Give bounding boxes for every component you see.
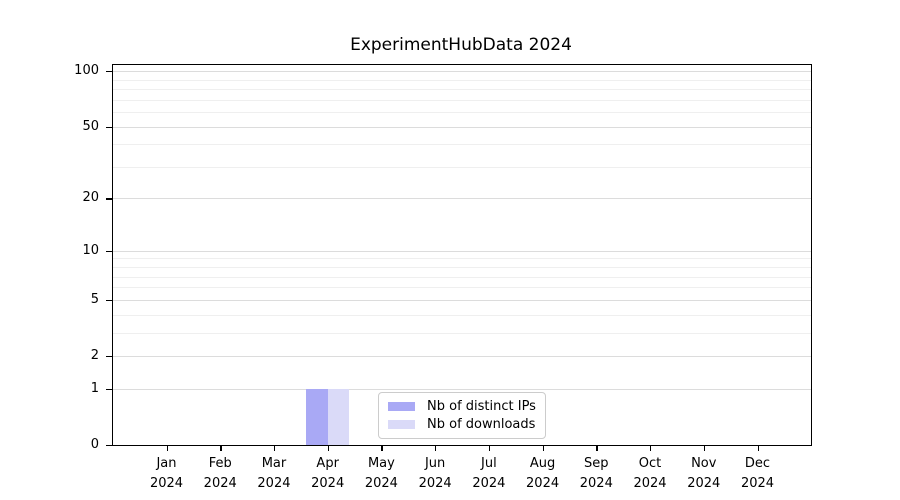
x-axis-tick	[757, 445, 759, 451]
year-label: 2024	[526, 475, 560, 491]
y-axis-tick	[106, 198, 112, 200]
y-axis-tick	[106, 250, 112, 253]
x-axis-tick	[703, 445, 706, 451]
year-label: 2024	[633, 475, 667, 491]
x-axis-tick	[273, 445, 276, 451]
chart-title: ExperimentHubData 2024	[350, 35, 572, 55]
x-axis-tick	[596, 445, 598, 451]
year-label: 2024	[203, 475, 237, 491]
x-axis-tick	[542, 445, 544, 451]
major-gridline	[113, 388, 811, 390]
x-axis-tick-label: Oct 2024	[618, 454, 682, 493]
minor-gridline	[113, 166, 811, 168]
x-axis-tick-label: Aug 2024	[511, 454, 575, 493]
x-axis-tick-label: Dec 2024	[726, 454, 790, 493]
x-axis-tick	[327, 445, 329, 451]
major-gridline	[113, 299, 811, 301]
x-axis-tick	[381, 445, 383, 451]
year-label: 2024	[472, 475, 506, 491]
plot-area: Nb of distinct IPs Nb of downloads 0 1 2 5 10…	[74, 64, 812, 491]
y-axis-tick-label: 2	[90, 348, 99, 364]
month-label: Sep	[584, 456, 609, 471]
y-axis-tick	[106, 388, 112, 391]
month-label: Nov	[691, 456, 717, 471]
x-axis-tick-label: May 2024	[349, 454, 413, 493]
month-label: Aug	[529, 456, 556, 471]
y-axis-tick	[106, 71, 112, 73]
y-axis-tick	[106, 299, 112, 302]
major-gridline	[113, 198, 811, 200]
month-label: Jul	[481, 456, 497, 471]
legend-item: Nb of distinct IPs	[388, 399, 536, 414]
year-label: 2024	[311, 475, 345, 491]
minor-gridline	[113, 332, 811, 334]
y-axis-tick-label: 10	[82, 243, 99, 259]
x-axis-tick	[650, 445, 652, 451]
minor-gridline	[113, 258, 811, 260]
legend-item: Nb of downloads	[388, 417, 536, 432]
x-axis-tick-label: Jun 2024	[403, 454, 467, 493]
minor-gridline	[113, 79, 811, 81]
legend-label: Nb of distinct IPs	[427, 399, 536, 415]
x-axis-tick-label: Mar 2024	[242, 454, 306, 493]
legend-swatch	[388, 402, 415, 412]
y-axis-tick	[106, 126, 112, 128]
minor-gridline	[113, 99, 811, 101]
month-label: Jan	[156, 456, 177, 471]
x-axis-tick-label: Nov 2024	[672, 454, 736, 493]
minor-gridline	[113, 287, 811, 289]
y-axis-tick-label: 50	[82, 118, 99, 134]
x-axis-tick	[435, 445, 437, 451]
y-axis-tick-label: 1	[90, 381, 99, 397]
major-gridline	[113, 71, 811, 73]
x-axis-tick-label: Apr 2024	[296, 454, 360, 493]
legend-swatch	[388, 419, 415, 429]
x-axis-tick	[166, 445, 168, 451]
year-label: 2024	[257, 475, 291, 491]
month-label: Mar	[261, 456, 287, 471]
month-label: Oct	[638, 456, 662, 471]
year-label: 2024	[579, 475, 613, 491]
y-axis-tick	[106, 445, 112, 447]
year-label: 2024	[364, 475, 398, 491]
year-label: 2024	[418, 475, 452, 491]
y-axis-tick	[106, 356, 112, 358]
minor-gridline	[113, 276, 811, 278]
major-gridline	[113, 250, 811, 252]
month-label: Jun	[424, 456, 446, 471]
x-axis-tick-label: Sep 2024	[564, 454, 628, 493]
minor-gridline	[113, 144, 811, 146]
x-axis-tick-label: Feb 2024	[188, 454, 252, 493]
y-axis-tick-label: 100	[74, 63, 99, 79]
year-label: 2024	[740, 475, 775, 491]
month-label: May	[367, 456, 395, 471]
legend: Nb of distinct IPs Nb of downloads	[378, 392, 546, 439]
y-axis-tick-label: 5	[90, 292, 99, 308]
year-label: 2024	[687, 475, 721, 491]
minor-gridline	[113, 314, 811, 316]
minor-gridline	[113, 112, 811, 114]
month-label: Dec	[744, 456, 771, 471]
y-axis-tick-label: 20	[82, 190, 99, 206]
major-gridline	[113, 356, 811, 357]
bar-nb-of-downloads	[327, 388, 350, 445]
bar-nb-of-distinct-ips	[306, 388, 328, 445]
month-label: Feb	[208, 456, 232, 471]
x-axis-tick-label: Jan 2024	[135, 454, 199, 493]
legend-label: Nb of downloads	[427, 416, 536, 432]
month-label: Apr	[316, 456, 339, 471]
x-axis-tick	[220, 445, 222, 451]
minor-gridline	[113, 267, 811, 269]
year-label: 2024	[149, 475, 184, 491]
y-axis-tick-label: 0	[90, 437, 99, 453]
minor-gridline	[113, 89, 811, 91]
major-gridline	[113, 126, 811, 128]
x-axis-tick-label: Jul 2024	[457, 454, 521, 493]
x-axis-tick	[488, 445, 491, 451]
